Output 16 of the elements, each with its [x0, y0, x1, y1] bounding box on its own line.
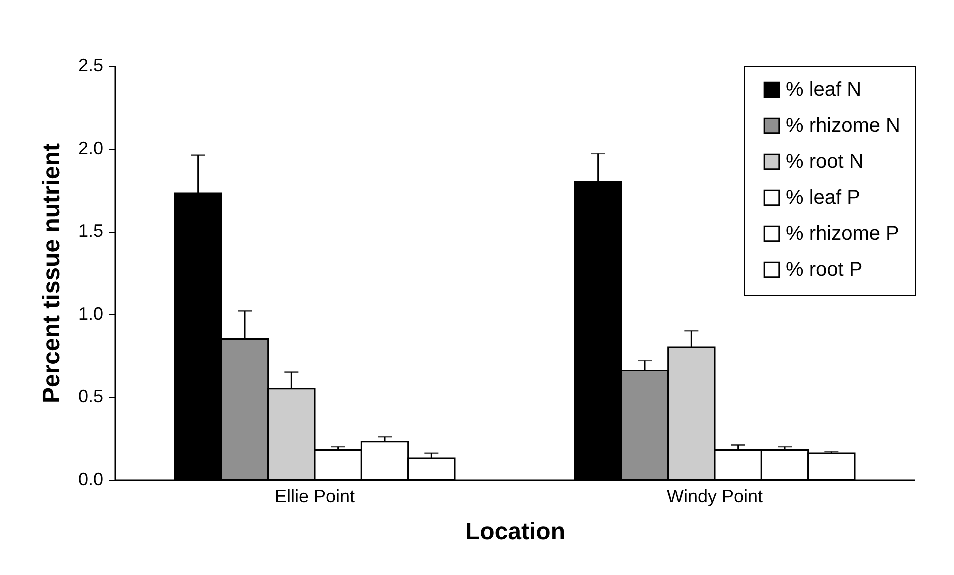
y-tick-label: 0.5	[78, 386, 104, 407]
y-tick-label: 1.5	[78, 221, 104, 242]
y-tick-label: 0.0	[78, 470, 104, 490]
y-axis-title: Percent tissue nutrient	[38, 143, 66, 404]
x-tick-label: Windy Point	[666, 486, 764, 506]
y-tick-label: 2.5	[78, 56, 104, 76]
legend-label: % leaf P	[786, 187, 860, 209]
legend-label: % root N	[786, 151, 864, 173]
x-axis-title: Location	[466, 518, 566, 546]
y-tick-label: 1.0	[78, 304, 104, 324]
y-tick-label: 2.0	[78, 138, 104, 158]
legend-label: % rhizome P	[786, 223, 900, 245]
x-tick-label: Ellie Point	[274, 486, 356, 506]
legend-label: % rhizome N	[786, 115, 900, 137]
legend-label: % root P	[786, 259, 863, 281]
legend-label: % leaf N	[786, 79, 862, 101]
